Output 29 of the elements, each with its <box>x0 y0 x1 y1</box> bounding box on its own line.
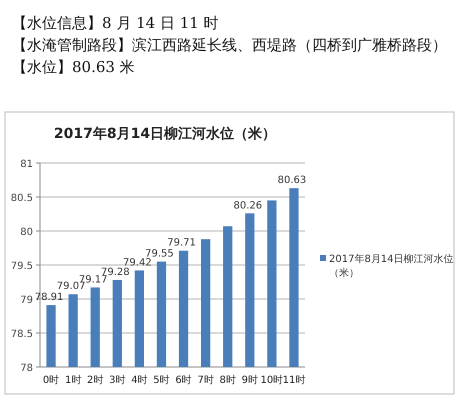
x-tick-label: 6时 <box>175 374 192 386</box>
y-tick-label: 79 <box>20 295 33 306</box>
x-tick-label: 0时 <box>42 374 60 386</box>
x-tick-label: 7时 <box>197 374 214 386</box>
data-label: 80.26 <box>233 200 262 212</box>
data-label: 79.07 <box>56 281 86 292</box>
y-tick-label: 80 <box>20 227 33 238</box>
y-tick-label: 81 <box>20 159 33 170</box>
chart-title: 2017年8月14日柳江河水位（米） <box>54 126 276 142</box>
y-tick-label: 78 <box>20 363 33 374</box>
x-tick-label: 4时 <box>131 374 148 386</box>
annotation: 【水位信息】8 月 14 日 11 时 <box>12 14 219 32</box>
x-tick-label: 2时 <box>87 374 104 386</box>
x-tick-label: 9时 <box>242 374 258 386</box>
x-tick-label: 5时 <box>153 374 170 386</box>
y-tick-label: 79.5 <box>10 261 33 272</box>
data-label: 79.71 <box>167 238 196 249</box>
annotation: 【水淹管制路段】滨江西路延长线、西堤路（四桥到广雅桥路段） <box>12 36 447 54</box>
x-tick-label: 10时 <box>260 374 284 386</box>
legend-label: 2017年8月14日柳江河水位（米） <box>329 253 454 279</box>
data-label: 79.42 <box>123 257 152 268</box>
x-tick-label: 11时 <box>282 374 306 386</box>
annotation: 【水位】80.63 米 <box>12 58 135 76</box>
x-tick-label: 1时 <box>64 374 82 386</box>
data-label: 80.63 <box>278 175 306 186</box>
y-tick-label: 80.5 <box>10 193 33 204</box>
x-tick-label: 3时 <box>109 374 126 386</box>
y-tick-label: 78.5 <box>10 329 33 340</box>
x-tick-label: 8时 <box>220 374 236 386</box>
